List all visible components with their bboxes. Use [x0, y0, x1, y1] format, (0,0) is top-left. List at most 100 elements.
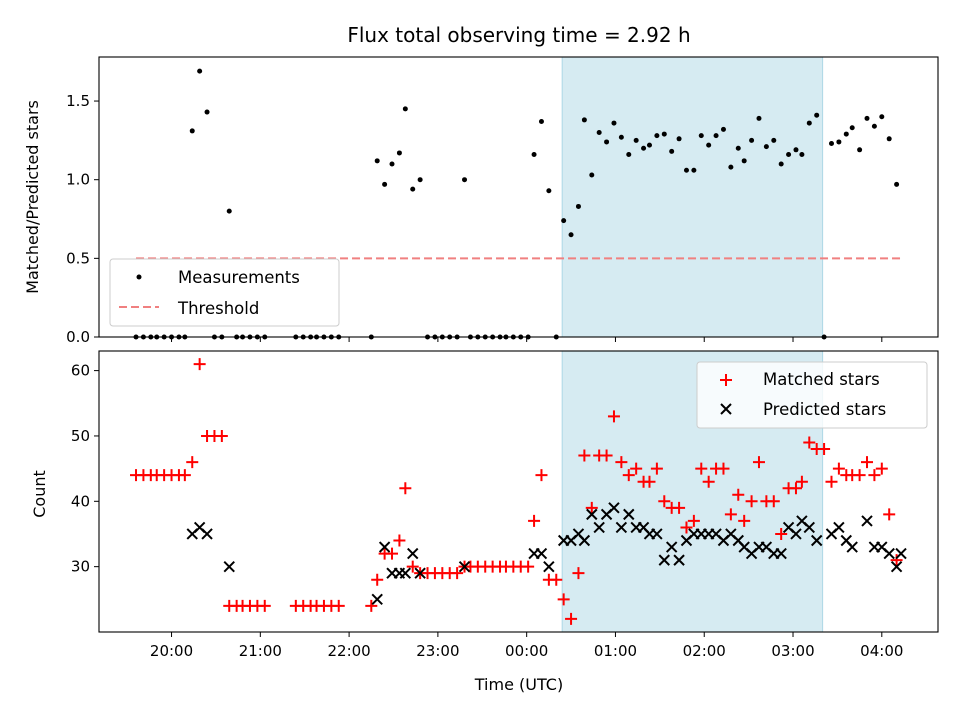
matched-star-point: [687, 514, 700, 527]
matched-star-point: [695, 462, 708, 475]
predicted-star-point: [407, 547, 419, 560]
measurement-point: [589, 172, 595, 178]
measurement-point: [806, 120, 812, 126]
predicted-star-point: [658, 554, 670, 566]
measurement-point: [204, 109, 210, 115]
matched-star-point: [535, 469, 548, 482]
measurement-point: [410, 186, 416, 192]
matched-star-point: [738, 514, 751, 527]
legend-threshold-label: Threshold: [177, 299, 259, 318]
measurement-point: [641, 145, 647, 151]
matched-star-point: [702, 475, 715, 488]
matched-star-point: [565, 612, 578, 625]
measurement-point: [676, 136, 682, 142]
matched-star-point: [615, 456, 628, 469]
predicted-star-point: [371, 593, 383, 606]
measurement-point: [581, 117, 587, 123]
measurement-point: [864, 115, 870, 121]
matched-star-point: [258, 599, 271, 612]
y-tick-label: 30: [71, 558, 90, 576]
bottom-x-axis: 20:00 21:00 22:00 23:00 00:00 01:00 02:00 03:00…: [150, 632, 903, 660]
measurement-point: [531, 152, 537, 158]
matched-star-point: [832, 462, 845, 475]
matched-star-point: [875, 462, 888, 475]
predicted-star-point: [201, 528, 213, 540]
bottom-marks: [130, 358, 907, 625]
x-tick-label: 03:00: [771, 642, 814, 660]
top-panel: 0.0 0.5 1.0 1.5 Matched/Predicted stars Mea…: [23, 56, 939, 346]
measurement-point: [857, 147, 863, 153]
measurement-point: [698, 133, 704, 139]
matched-star-point: [622, 469, 635, 482]
measurement-point: [683, 167, 689, 173]
measurement-point: [618, 134, 624, 140]
measurement-point: [546, 188, 552, 194]
matched-star-point: [215, 429, 228, 442]
matched-star-point: [853, 469, 866, 482]
measurement-point: [741, 158, 747, 164]
predicted-star-point: [608, 502, 620, 514]
x-tick-label: 22:00: [327, 642, 370, 660]
predicted-star-point: [790, 528, 802, 540]
measurement-point: [669, 148, 675, 154]
measurement-point: [633, 137, 639, 143]
matched-star-point: [890, 554, 903, 567]
measurement-point: [849, 125, 855, 131]
measurement-point: [713, 133, 719, 139]
matched-star-point: [732, 488, 745, 501]
measurement-point: [799, 152, 805, 158]
top-x-ticks: [171, 337, 883, 342]
bottom-plot-frame: [98, 350, 939, 633]
measurement-point: [879, 114, 885, 120]
matched-star-point: [585, 501, 598, 514]
matched-star-point: [365, 599, 378, 612]
y-tick-label: 50: [71, 427, 90, 445]
predicted-star-point: [623, 508, 635, 521]
predicted-star-point: [673, 554, 685, 566]
matched-star-point: [578, 449, 591, 462]
predicted-star-point: [399, 567, 412, 579]
measurement-point: [720, 126, 726, 132]
measurement-point: [197, 68, 203, 74]
matched-star-point: [371, 573, 384, 586]
measurement-point: [226, 208, 232, 214]
matched-star-point: [868, 469, 881, 482]
matched-star-point: [724, 508, 737, 521]
measurement-point: [843, 131, 849, 137]
y-tick-label: 0.0: [66, 328, 90, 346]
measurement-point: [886, 136, 892, 142]
predicted-star-point: [883, 547, 895, 560]
measurement-point: [871, 123, 877, 129]
legend-measurements-marker: [136, 274, 142, 280]
matched-star-point: [658, 495, 671, 508]
measurement-point: [396, 150, 402, 156]
predicted-star-point: [615, 521, 628, 534]
matched-star-point: [557, 593, 570, 606]
y-tick-label: 1.0: [66, 171, 90, 189]
top-legend-box: [109, 258, 340, 327]
matched-star-point: [399, 482, 412, 495]
x-tick-label: 02:00: [683, 642, 726, 660]
measurement-point: [728, 164, 734, 170]
bottom-panel: 30 40 50 60 20:00 21:00 22:00 23:00 00:00 01:00 0…: [30, 350, 939, 694]
predicted-star-point: [578, 534, 591, 547]
matched-star-point: [522, 560, 535, 573]
legend-predicted-marker: [720, 403, 732, 415]
measurement-point: [462, 177, 468, 183]
matched-star-point: [775, 527, 788, 540]
legend-predicted-label: Predicted stars: [763, 400, 886, 419]
bottom-y-axis: 30 40 50 60: [71, 362, 99, 576]
matched-star-point: [406, 560, 419, 573]
predicted-star-point: [775, 547, 787, 560]
matched-star-point: [673, 501, 686, 514]
chart-title: Flux total observing time = 2.92 h: [347, 23, 690, 47]
x-tick-label: 20:00: [150, 642, 193, 660]
measurement-point: [626, 152, 632, 158]
matched-star-point: [883, 508, 896, 521]
matched-star-point: [825, 475, 838, 488]
matched-star-point: [393, 534, 406, 547]
top-legend: Measurements Threshold: [109, 258, 340, 327]
top-y-axis: 0.0 0.5 1.0 1.5: [66, 92, 99, 346]
matched-star-point: [607, 410, 620, 423]
